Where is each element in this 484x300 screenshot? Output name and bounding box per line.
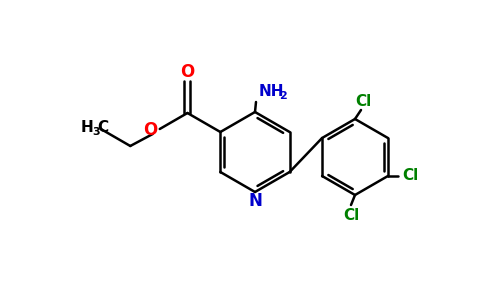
Text: Cl: Cl: [355, 94, 371, 109]
Text: NH: NH: [259, 85, 285, 100]
Text: 2: 2: [279, 91, 287, 101]
Text: Cl: Cl: [343, 208, 359, 223]
Text: N: N: [248, 192, 262, 210]
Text: C: C: [97, 121, 108, 136]
Text: O: O: [144, 121, 158, 139]
Text: H: H: [80, 121, 93, 136]
Text: 3: 3: [92, 127, 100, 137]
Text: O: O: [181, 63, 195, 81]
Text: Cl: Cl: [402, 169, 418, 184]
